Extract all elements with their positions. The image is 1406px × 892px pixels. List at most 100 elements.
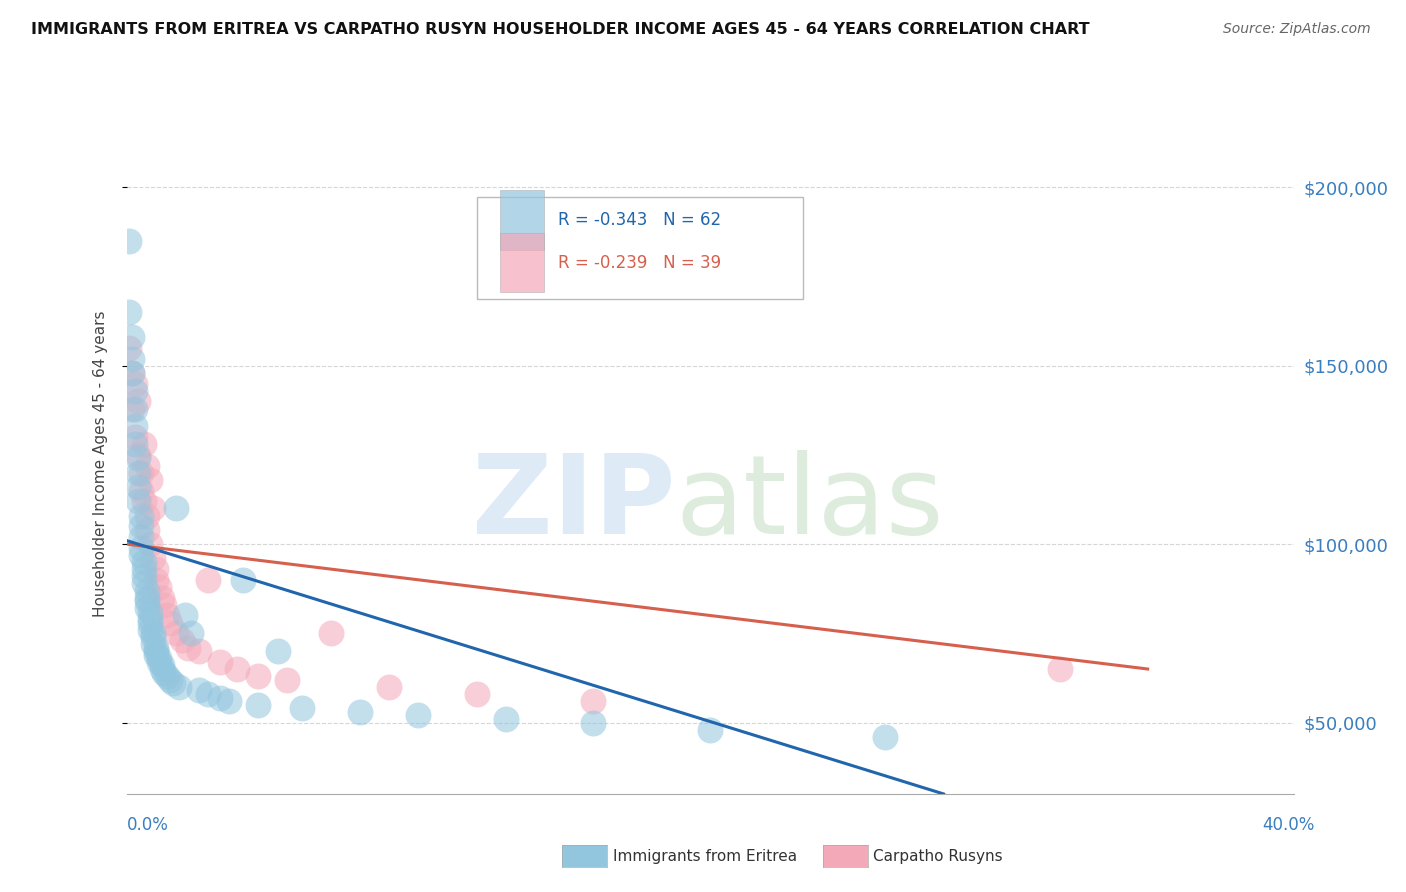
Point [180, 626, 202, 640]
Point [136, 594, 159, 608]
Text: R = -0.343   N = 62: R = -0.343 N = 62 [558, 211, 721, 229]
Point [139, 623, 162, 637]
Text: 0.0%: 0.0% [127, 816, 169, 834]
Point [165, 501, 187, 516]
Text: R = -0.239   N = 39: R = -0.239 N = 39 [558, 253, 721, 272]
Point [127, 480, 149, 494]
Point [246, 669, 269, 683]
Point [378, 680, 401, 694]
Point [136, 591, 159, 605]
Point [1049, 662, 1071, 676]
Bar [501, 233, 544, 293]
Point [127, 466, 149, 480]
Point [145, 573, 167, 587]
Point [139, 605, 162, 619]
Point [156, 669, 179, 683]
Point [142, 630, 165, 644]
Point [132, 555, 155, 569]
Point [127, 494, 149, 508]
Text: atlas: atlas [675, 450, 943, 557]
Point [124, 401, 146, 416]
Point [132, 562, 155, 576]
Point [145, 640, 167, 655]
Point [267, 644, 290, 658]
Point [124, 376, 146, 391]
Point [121, 351, 143, 366]
Text: IMMIGRANTS FROM ERITREA VS CARPATHO RUSYN HOUSEHOLDER INCOME AGES 45 - 64 YEARS : IMMIGRANTS FROM ERITREA VS CARPATHO RUSY… [31, 22, 1090, 37]
Point [153, 665, 176, 680]
Point [121, 366, 143, 380]
Point [121, 330, 143, 344]
Point [208, 655, 231, 669]
Point [124, 437, 146, 451]
Point [129, 466, 152, 480]
Point [188, 683, 211, 698]
Point [408, 708, 430, 723]
Point [699, 723, 721, 737]
Point [136, 601, 159, 615]
Point [124, 384, 146, 398]
Point [148, 651, 170, 665]
Point [139, 537, 162, 551]
Point [197, 687, 219, 701]
Point [129, 483, 152, 498]
Point [132, 437, 155, 451]
Point [226, 662, 249, 676]
Point [208, 690, 231, 705]
Point [127, 448, 149, 462]
Point [129, 541, 152, 555]
Point [162, 676, 184, 690]
Point [121, 401, 143, 416]
Point [145, 562, 167, 576]
Point [174, 608, 197, 623]
Point [148, 580, 170, 594]
Point [118, 341, 141, 355]
Point [145, 648, 167, 662]
Point [139, 615, 162, 630]
Point [139, 473, 162, 487]
Point [150, 662, 173, 676]
Point [159, 673, 181, 687]
Point [319, 626, 342, 640]
Point [132, 494, 155, 508]
Point [582, 694, 605, 708]
Point [145, 644, 167, 658]
Text: ZIP: ZIP [471, 450, 675, 557]
Point [349, 705, 371, 719]
Point [170, 633, 193, 648]
Point [875, 730, 897, 744]
Point [136, 583, 159, 598]
Point [232, 573, 254, 587]
Point [290, 701, 312, 715]
Point [139, 612, 162, 626]
Text: Source: ZipAtlas.com: Source: ZipAtlas.com [1223, 22, 1371, 37]
Point [129, 519, 152, 533]
Point [118, 305, 141, 319]
Point [142, 637, 165, 651]
Point [188, 644, 211, 658]
Point [582, 715, 605, 730]
Point [153, 598, 176, 612]
Point [124, 419, 146, 434]
Point [465, 687, 488, 701]
Bar [501, 190, 544, 250]
Point [129, 508, 152, 523]
Point [132, 569, 155, 583]
Point [136, 458, 159, 473]
Point [124, 430, 146, 444]
Point [129, 548, 152, 562]
Point [121, 366, 143, 380]
Point [159, 615, 181, 630]
Point [136, 508, 159, 523]
Point [150, 658, 173, 673]
Y-axis label: Householder Income Ages 45 - 64 years: Householder Income Ages 45 - 64 years [93, 310, 108, 617]
Point [177, 640, 200, 655]
Point [167, 680, 190, 694]
Point [127, 451, 149, 466]
Point [495, 712, 517, 726]
Point [218, 694, 240, 708]
Point [142, 501, 165, 516]
FancyBboxPatch shape [477, 196, 803, 299]
Point [142, 551, 165, 566]
Point [118, 234, 141, 248]
